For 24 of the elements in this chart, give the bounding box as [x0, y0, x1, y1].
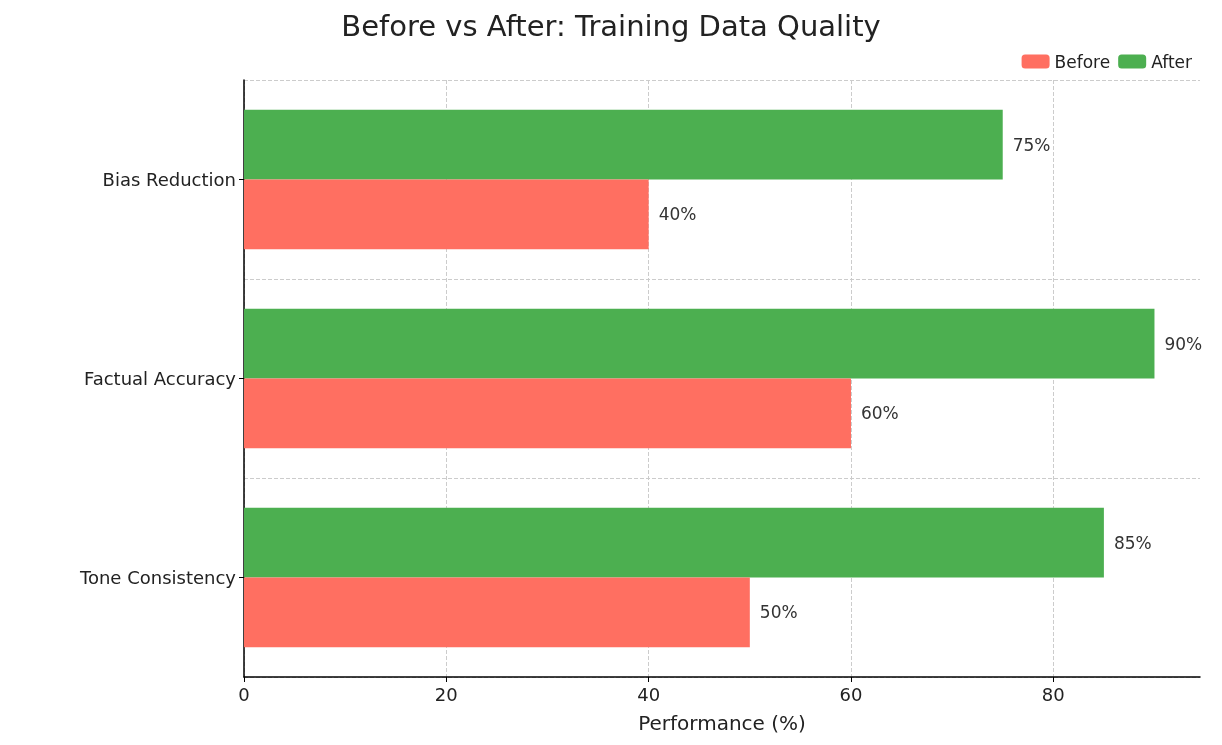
x-tick-label: 0 — [238, 683, 250, 705]
y-tick-label: Tone Consistency — [79, 567, 237, 588]
bar — [244, 507, 1104, 578]
bar — [244, 577, 750, 648]
chart-title: Before vs After: Training Data Quality — [341, 8, 881, 43]
x-tick-label: 60 — [839, 683, 863, 705]
bar — [244, 109, 1003, 180]
data-label: 60% — [860, 403, 899, 424]
legend-label: After — [1151, 51, 1193, 72]
y-tick-label: Bias Reduction — [102, 169, 236, 190]
x-tick-label: 40 — [637, 683, 661, 705]
bar — [244, 179, 649, 250]
y-tick-label: Factual Accuracy — [83, 368, 237, 389]
bar — [244, 308, 1155, 379]
data-label: 85% — [1113, 532, 1152, 553]
data-label: 50% — [759, 602, 798, 623]
data-label: 75% — [1012, 134, 1051, 155]
x-axis-title: Performance (%) — [638, 711, 806, 735]
bar — [244, 378, 851, 449]
x-tick-label: 80 — [1041, 683, 1065, 705]
x-tick-label: 20 — [434, 683, 458, 705]
data-label: 40% — [658, 204, 697, 225]
legend-label: Before — [1054, 51, 1111, 72]
data-label: 90% — [1164, 333, 1203, 354]
